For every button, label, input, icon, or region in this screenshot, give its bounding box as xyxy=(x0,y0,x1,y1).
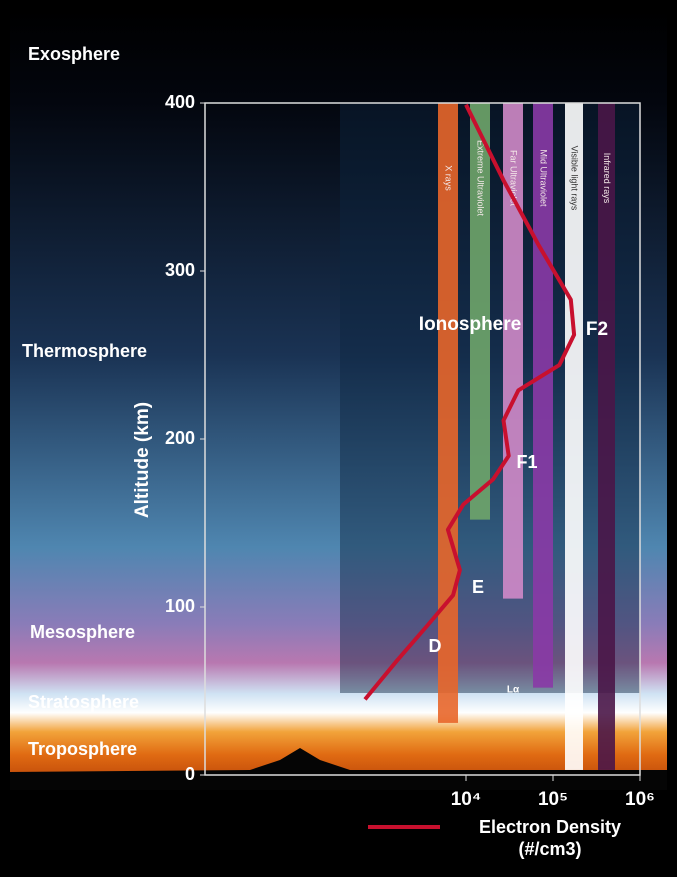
layer-label: Troposphere xyxy=(28,739,137,759)
band-label: Infrared rays xyxy=(602,153,612,204)
x-tick-label: 10⁶ xyxy=(625,789,655,810)
chart: X raysExtreme UltravioletFar Ultraviolet… xyxy=(0,0,677,877)
annotation: Ionosphere xyxy=(419,314,521,335)
x-tick-label: 10⁵ xyxy=(538,789,568,810)
band-label: Mid Ultraviolet xyxy=(539,149,549,207)
band-label: Visible light rays xyxy=(570,146,580,211)
band-label: Extreme Ultraviolet xyxy=(476,140,486,217)
y-tick-label: 300 xyxy=(165,260,195,280)
y-tick-label: 200 xyxy=(165,428,195,448)
y-tick-label: 100 xyxy=(165,596,195,616)
layer-label: Exosphere xyxy=(28,44,120,64)
band-label: X rays xyxy=(444,165,454,191)
layer-label: Stratosphere xyxy=(28,692,139,712)
annotation: E xyxy=(472,577,484,597)
layer-label: Thermosphere xyxy=(22,341,147,361)
y-axis-label: Altitude (km) xyxy=(132,402,153,518)
annotation: Lα xyxy=(507,685,520,696)
annotation: F2 xyxy=(586,319,608,340)
x-tick-label: 10⁴ xyxy=(451,789,482,810)
annotation: F1 xyxy=(516,452,537,472)
y-tick-label: 0 xyxy=(185,764,195,784)
radiation-band xyxy=(438,103,458,723)
y-tick-label: 400 xyxy=(165,92,195,112)
layer-label: Mesosphere xyxy=(30,622,135,642)
legend-label: Electron Density (#/cm3) xyxy=(450,816,650,860)
page: X raysExtreme UltravioletFar Ultraviolet… xyxy=(0,0,677,877)
annotation: D xyxy=(429,636,442,656)
